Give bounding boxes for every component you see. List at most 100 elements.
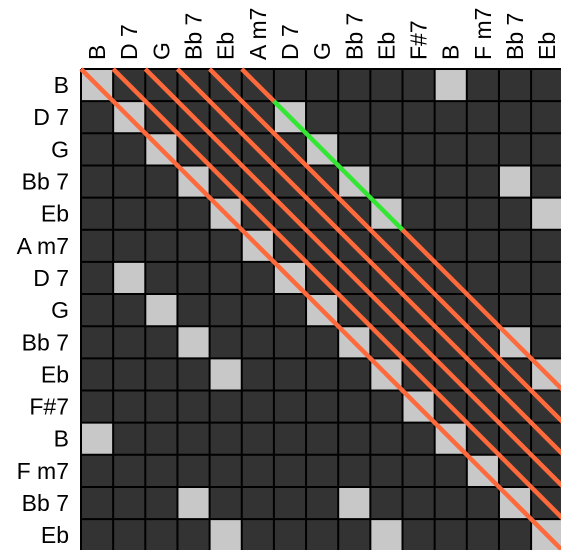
column-label: G — [309, 42, 335, 60]
diagonal-line-3 — [175, 67, 561, 456]
matrix-cell-r4-c10 — [402, 197, 435, 230]
matrix-cell-r13-c9 — [370, 486, 403, 520]
matrix-cell-r12-c4 — [209, 454, 242, 487]
matrix-cell-r0-c10 — [402, 69, 435, 102]
matrix-cell-r6-c4 — [209, 261, 242, 295]
matrix-cell-r10-c4 — [209, 390, 242, 423]
matrix-cell-r1-c14 — [531, 101, 561, 134]
column-label: Eb — [373, 32, 399, 60]
matrix-cell-r14-c4 — [209, 519, 242, 550]
matrix-cell-r13-c3 — [177, 486, 210, 520]
matrix-cell-r2-c1 — [113, 133, 146, 166]
matrix-cell-r1-c11 — [434, 101, 467, 134]
column-label: A m7 — [245, 8, 271, 60]
row-label: B — [54, 426, 69, 452]
matrix-cell-r11-c9 — [370, 422, 403, 455]
matrix-cell-r5-c1 — [113, 229, 146, 262]
matrix-cell-r8-c4 — [209, 326, 242, 359]
matrix-cell-r12-c2 — [145, 454, 178, 487]
matrix-cell-r9-c7 — [306, 358, 339, 391]
matrix-cell-r9-c5 — [241, 358, 274, 391]
matrix-cell-r6-c1 — [113, 261, 146, 295]
matrix-cell-r3-c14 — [531, 165, 561, 198]
matrix-cell-r7-c1 — [113, 294, 146, 327]
diagonal-line-1 — [111, 67, 561, 521]
matrix-cell-r11-c8 — [338, 422, 371, 455]
matrix-cell-r7-c4 — [209, 294, 242, 327]
matrix-cell-r12-c7 — [306, 454, 339, 487]
matrix-cell-r13-c1 — [113, 486, 146, 520]
column-label: Eb — [534, 32, 560, 60]
row-label: A m7 — [17, 233, 69, 259]
matrix-cell-r4-c2 — [145, 197, 178, 230]
matrix-cell-r12-c0 — [81, 454, 114, 487]
matrix-cell-r14-c3 — [177, 519, 210, 550]
matrix-cell-r14-c11 — [434, 519, 467, 550]
diagonal-line-7 — [400, 228, 561, 392]
column-label: Bb 7 — [502, 13, 528, 60]
matrix-cell-r6-c0 — [81, 261, 114, 295]
matrix-cell-r1-c12 — [466, 101, 499, 134]
matrix-cell-r13-c12 — [466, 486, 499, 520]
row-label: F#7 — [29, 394, 69, 420]
matrix-cell-r3-c12 — [466, 165, 499, 198]
matrix-cell-r14-c2 — [145, 519, 178, 550]
matrix-cell-r5-c3 — [177, 229, 210, 262]
diagonal-line-0 — [79, 67, 561, 550]
column-label: G — [148, 42, 174, 60]
row-label: Eb — [41, 201, 69, 227]
matrix-cell-r0-c8 — [338, 69, 371, 102]
matrix-cell-r6-c14 — [531, 261, 561, 295]
row-label: Bb 7 — [22, 490, 69, 516]
matrix-cell-r5-c4 — [209, 229, 242, 262]
matrix-cell-r14-c6 — [273, 519, 307, 550]
matrix-cell-r1-c7 — [306, 101, 339, 134]
matrix-cell-r13-c7 — [306, 486, 339, 520]
diagonal-line-4 — [208, 67, 561, 424]
matrix-cell-r11-c2 — [145, 422, 178, 455]
matrix-cell-r11-c0 — [81, 422, 114, 455]
matrix-cell-r2-c10 — [402, 133, 435, 166]
matrix-cell-r4-c1 — [113, 197, 146, 230]
matrix-cell-r11-c3 — [177, 422, 210, 455]
matrix-cell-r13-c11 — [434, 486, 467, 520]
matrix-cell-r9-c2 — [145, 358, 178, 391]
matrix-cell-r10-c8 — [338, 390, 371, 423]
matrix-cell-r2-c8 — [338, 133, 371, 166]
matrix-cell-r10-c1 — [113, 390, 146, 423]
column-label: Eb — [213, 32, 239, 60]
row-label: Bb 7 — [22, 169, 69, 195]
diagonal-line-5 — [240, 67, 276, 103]
matrix-cell-r12-c3 — [177, 454, 210, 487]
matrix-cell-r6-c13 — [498, 261, 532, 295]
matrix-cell-r12-c8 — [338, 454, 371, 487]
matrix-cell-r7-c3 — [177, 294, 210, 327]
matrix-cell-r10-c6 — [273, 390, 307, 423]
matrix-cell-r8-c1 — [113, 326, 146, 359]
matrix-cell-r11-c10 — [402, 422, 435, 455]
matrix-cell-r11-c6 — [273, 422, 307, 455]
matrix-cell-r1-c9 — [370, 101, 403, 134]
matrix-cell-r3-c2 — [145, 165, 178, 198]
matrix-cell-r9-c0 — [81, 358, 114, 391]
matrix-cell-r6-c2 — [145, 261, 178, 295]
matrix-cell-r12-c1 — [113, 454, 146, 487]
matrix-cell-r5-c13 — [498, 229, 532, 262]
matrix-cell-r9-c8 — [338, 358, 371, 391]
matrix-cell-r14-c0 — [81, 519, 114, 550]
matrix-cell-r13-c5 — [241, 486, 274, 520]
matrix-cell-r12-c9 — [370, 454, 403, 487]
matrix-cell-r8-c6 — [273, 326, 307, 359]
matrix-cell-r6-c3 — [177, 261, 210, 295]
matrix-cell-r12-c5 — [241, 454, 274, 487]
matrix-cell-r11-c4 — [209, 422, 242, 455]
matrix-cell-r8-c3 — [177, 326, 210, 359]
row-label: D 7 — [33, 265, 69, 291]
matrix-cell-r4-c14 — [531, 197, 561, 230]
matrix-cell-r3-c9 — [370, 165, 403, 198]
row-label: D 7 — [33, 104, 69, 130]
matrix-cell-r0-c6 — [273, 69, 307, 102]
matrix-cell-r4-c3 — [177, 197, 210, 230]
matrix-cell-r8-c0 — [81, 326, 114, 359]
